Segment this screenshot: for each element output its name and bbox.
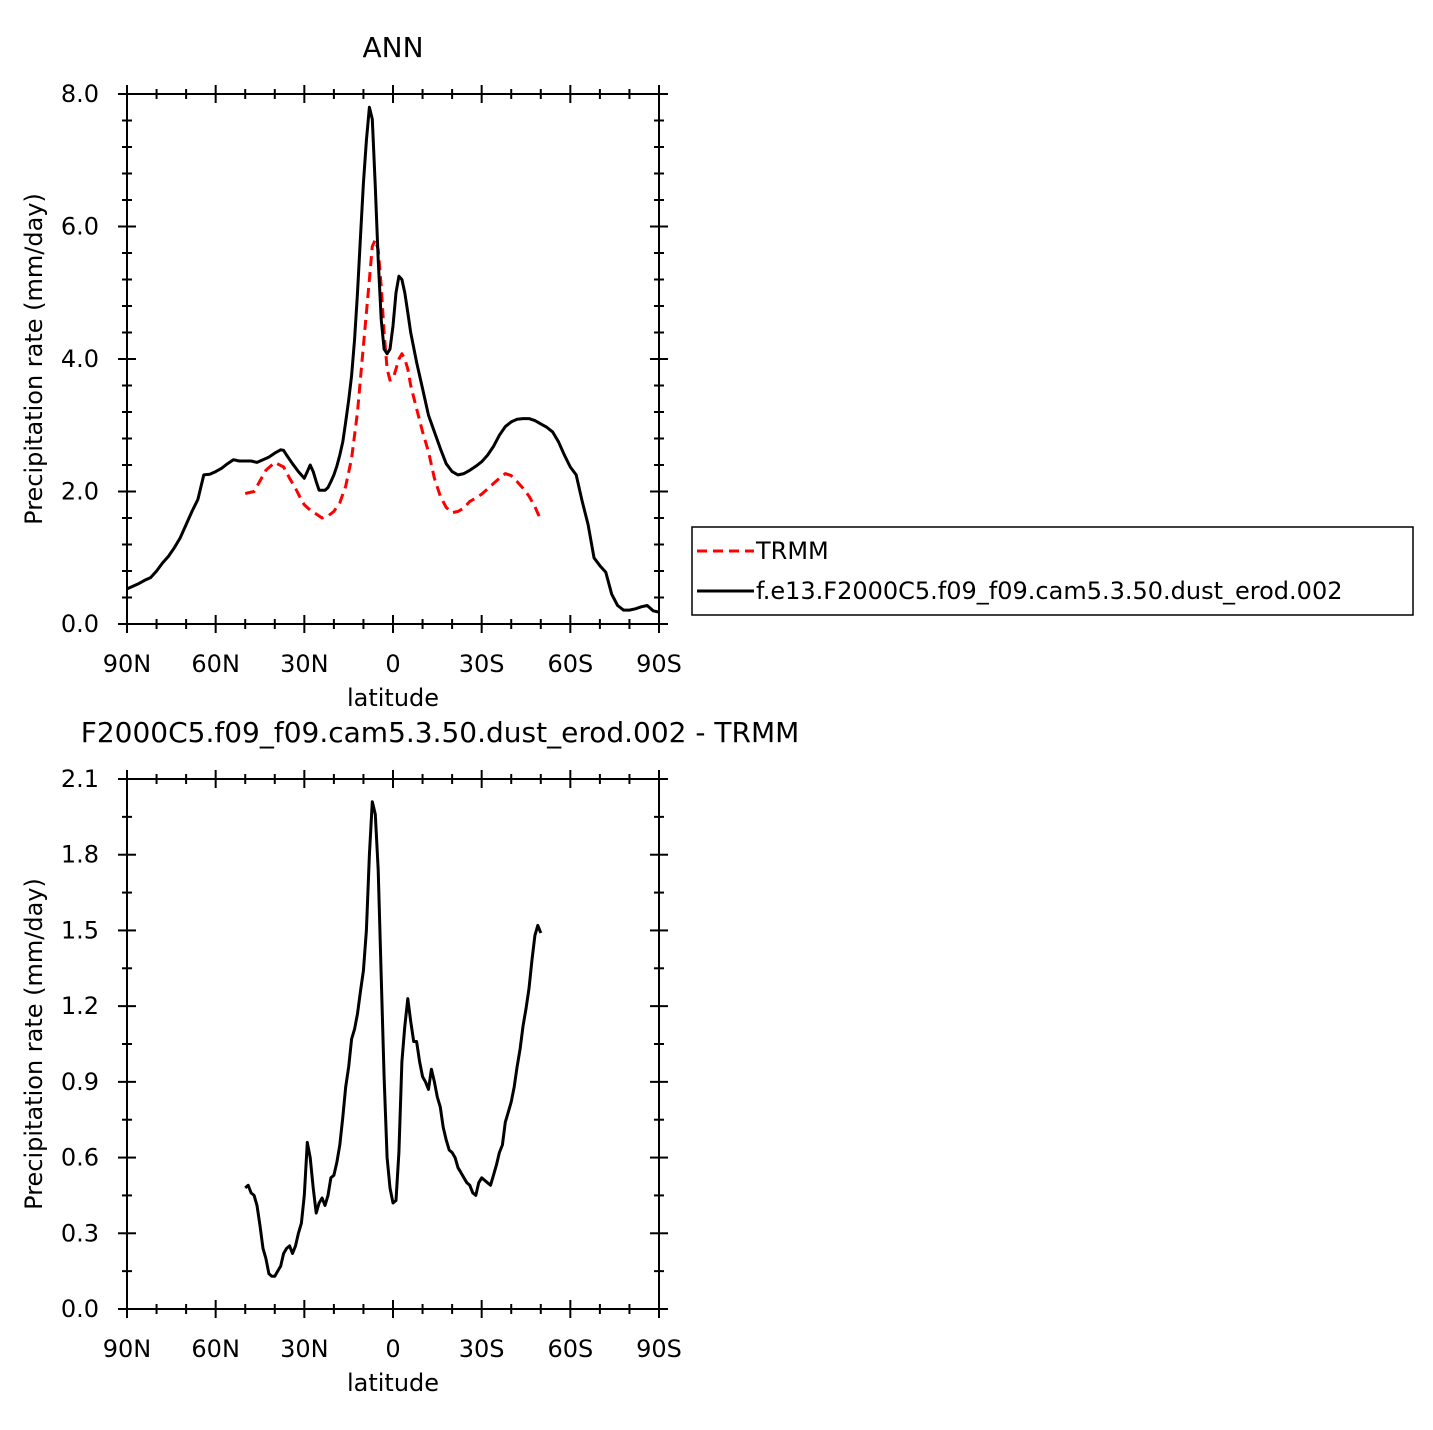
series-line-model [126,105,660,614]
y-tick-label: 0.6 [61,1144,99,1172]
x-tick-label: 90S [636,1335,682,1363]
x-tick-label: 30S [459,1335,505,1363]
top-chart: 90N 60N 30N 0 30S 60S 90S 0.0 2.0 4.0 6.0 8.0 latitu… [20,31,1414,712]
series-line-difference [244,800,543,1278]
y-tick-label: 0.0 [61,610,99,638]
y-tick-label: 1.5 [61,916,99,944]
y-tick-label: 2.0 [61,478,99,506]
y-axis-label: Precipitation rate (mm/day) [20,193,48,525]
x-axis-label: latitude [347,1369,439,1397]
y-tick-label: 8.0 [61,80,99,108]
bottom-chart: 90N 60N 30N 0 30S 60S 90S 0.0 0.3 0.6 0.9 1.2 1.5 1.8… [20,716,799,1397]
y-tick-label: 6.0 [61,213,99,241]
x-tick-label: 0 [385,650,400,678]
y-tick-label: 0.3 [61,1219,99,1247]
y-tick-label: 0.0 [61,1295,99,1323]
chart-title: ANN [362,31,423,64]
x-tick-label: 90S [636,650,682,678]
x-tick-label: 60N [191,1335,240,1363]
y-tick-label: 0.9 [61,1068,99,1096]
legend-label: TRMM [755,537,829,565]
x-tick-label: 30N [280,650,329,678]
x-tick-label: 0 [385,1335,400,1363]
x-tick-label: 60S [547,650,593,678]
y-tick-label: 2.1 [61,765,99,793]
x-tick-label: 60N [191,650,240,678]
x-tick-label: 30N [280,1335,329,1363]
x-tick-label: 60S [547,1335,593,1363]
legend-box [691,526,1414,616]
x-tick-label: 30S [459,650,505,678]
y-tick-label: 1.2 [61,992,99,1020]
legend-label: f.e13.F2000C5.f09_f09.cam5.3.50.dust_ero… [756,577,1342,605]
x-tick-label: 90N [103,650,152,678]
x-tick-label: 90N [103,1335,152,1363]
series-line-trmm [244,238,543,521]
plot-frame [126,778,660,1310]
plot-frame [126,93,660,625]
chart-title: F2000C5.f09_f09.cam5.3.50.dust_erod.002 … [81,716,800,749]
x-axis-label: latitude [347,684,439,712]
y-axis-label: Precipitation rate (mm/day) [20,878,48,1210]
y-tick-label: 1.8 [61,841,99,869]
y-tick-label: 4.0 [61,345,99,373]
